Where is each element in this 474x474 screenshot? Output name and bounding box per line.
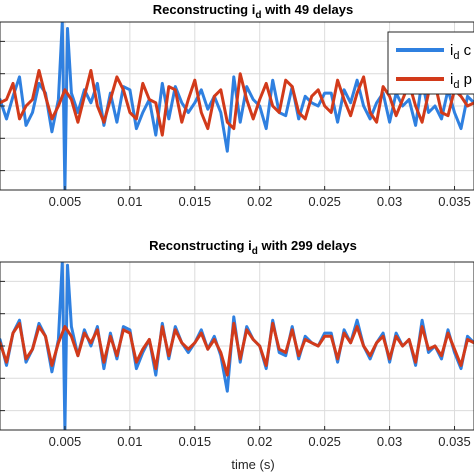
x-tick-label: 0.005 xyxy=(49,434,82,449)
panel-top-axes-box xyxy=(0,21,474,191)
series-id-p xyxy=(0,321,474,377)
panel-top-title: Reconstructing id with 49 delays xyxy=(153,2,353,21)
panel-bottom: Reconstructing id with 299 delays 0.005 0… xyxy=(0,238,474,472)
x-tick-label: 0.035 xyxy=(438,434,471,449)
x-tick-label: 0.03 xyxy=(377,434,402,449)
x-tick-label: 0.03 xyxy=(377,194,402,209)
x-tick-label: 0.02 xyxy=(247,194,272,209)
legend: id c id p xyxy=(387,31,474,95)
x-tick-label: 0.02 xyxy=(247,434,272,449)
panel-top-series xyxy=(0,22,474,190)
panel-bottom-axes-box xyxy=(0,261,474,431)
legend-box xyxy=(387,31,474,95)
x-tick-label: 0.025 xyxy=(308,194,341,209)
legend-entry-2: id p xyxy=(450,71,472,91)
legend-entry-1: id c xyxy=(450,42,472,62)
x-tick-label: 0.015 xyxy=(179,434,212,449)
series-id-p xyxy=(0,69,474,137)
x-tick-label: 0.035 xyxy=(438,194,471,209)
panel-top-ticks: 0.005 0.01 0.015 0.02 0.025 0.03 0.035 xyxy=(0,40,471,209)
x-axis-label: time (s) xyxy=(231,457,274,472)
x-tick-label: 0.015 xyxy=(179,194,212,209)
x-tick-label: 0.01 xyxy=(117,194,142,209)
x-tick-label: 0.01 xyxy=(117,434,142,449)
panel-bottom-title: Reconstructing id with 299 delays xyxy=(149,238,357,257)
panel-top: Reconstructing id with 49 delays 0.005 0.… xyxy=(0,2,474,209)
x-tick-label: 0.025 xyxy=(308,434,341,449)
panel-bottom-series xyxy=(0,262,474,430)
panel-bottom-ticks: 0.005 0.01 0.015 0.02 0.025 0.03 0.035 xyxy=(0,280,471,449)
x-tick-label: 0.005 xyxy=(49,194,82,209)
